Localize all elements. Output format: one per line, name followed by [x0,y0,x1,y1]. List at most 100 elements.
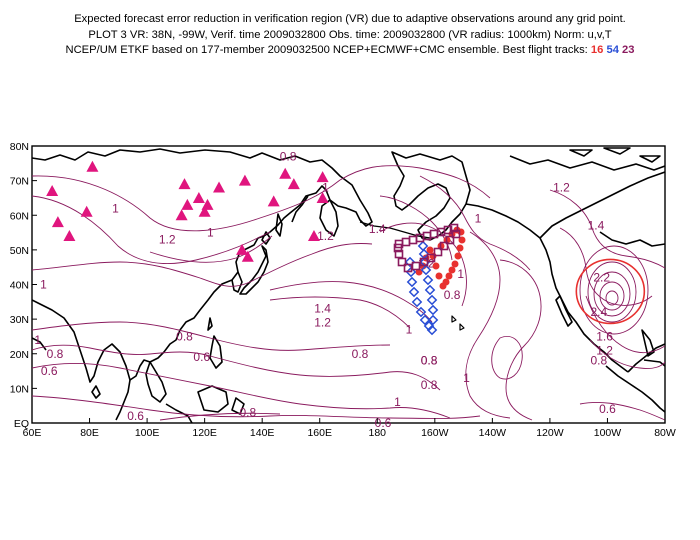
observation-triangle [316,171,329,183]
track-blue-point [424,284,436,296]
contour-label: 2.2 [593,271,610,285]
flight-tracks [393,223,466,336]
contour-label: 1 [34,333,41,347]
vr-circle [575,258,646,325]
track-purple-point [403,263,413,273]
contour-label: 1.4 [588,219,605,233]
title-line-2: PLOT 3 VR: 38N, -99W, Verif. time 200903… [88,28,612,41]
track-purple-point [397,257,407,267]
contour-label: 1.4 [314,302,331,316]
y-tick-label: 70N [10,176,29,188]
track-purple-point [445,235,455,245]
observation-triangle [181,198,194,210]
observation-triangle [287,178,300,190]
contour-label: 0.8 [239,406,256,420]
contour-label: 2.4 [590,305,607,319]
contour-label: 0.6 [375,416,392,430]
observation-triangle [192,191,205,203]
x-tick-label: 160W [421,427,449,439]
contour-label: 1 [207,226,214,240]
track-red-point [439,282,447,290]
contour-label: 1 [457,267,464,281]
contour-label: 0.8 [176,329,193,343]
track-blue-point [423,320,435,332]
map-frame [31,145,666,424]
contour-label: 1.2 [314,316,331,330]
track-red-point [435,272,443,280]
track-blue-point [427,314,439,326]
y-tick-label: 60N [10,210,29,222]
contour-label: 0.6 [127,409,144,423]
track-blue-point [420,264,432,276]
track-red-point [432,262,440,270]
track-purple-point [433,247,443,257]
track-purple-point [394,249,404,259]
contour-lines [32,165,665,421]
x-tick-label: 120W [536,427,564,439]
title-line-1: Expected forecast error reduction in ver… [74,13,626,25]
track-purple-point [411,261,421,271]
title-line-3-prefix: NCEP/UM ETKF based on 177-member 2009032… [65,44,588,56]
track-purple-point [439,241,449,251]
contour-label: 1.4 [369,222,386,236]
contour-label: 0.8 [352,347,369,361]
track-purple-point [443,225,453,235]
track-blue-point [418,248,430,260]
track-blue-point [417,240,429,252]
track-label-blue: 54 [606,44,619,56]
track-red-point [445,272,453,280]
observation-triangle [198,205,211,217]
figure-title: Expected forecast error reduction in ver… [0,12,700,59]
contour-label: 1 [406,323,413,337]
contour-label: 0.6 [599,402,616,416]
track-blue-point [422,274,434,286]
observation-triangle [236,243,249,255]
track-red-point [456,244,464,252]
y-tick-label: EQ [14,418,29,430]
track-blue-point [411,296,423,308]
observation-triangle [86,160,99,172]
observation-triangle [46,185,59,197]
track-blue-point [419,314,431,326]
contour-label: 1.2 [553,181,570,195]
contour-label: 1.2 [159,232,176,246]
track-red-point [454,252,462,260]
observation-triangle [80,205,93,217]
contour-label: 1 [475,212,482,226]
observation-triangle [316,191,329,203]
x-tick-label: 60E [23,427,42,439]
observation-triangle [178,178,191,190]
triangle-markers [46,160,329,262]
track-blue-point [406,276,418,288]
contour-label: 1.2 [317,229,334,243]
contour-label: 1.6 [596,329,613,343]
contour-label: 0.8 [421,354,438,368]
title-line-3: NCEP/UM ETKF based on 177-member 2009032… [0,43,700,59]
track-red-point [451,260,459,268]
observation-triangle [241,250,254,262]
track-red-point [426,246,434,254]
contour-label: 0.6 [193,350,210,364]
track-red-point [457,228,465,236]
contour-label: 0.8 [444,288,461,302]
contour-label: 0.8 [47,347,64,361]
contour-label: 1 [40,278,47,292]
track-red-point [448,266,456,274]
x-tick-label: 80E [80,427,99,439]
track-blue-point [427,304,439,316]
contour-label: 0.8 [280,149,297,163]
observation-triangle [213,181,226,193]
observation-triangle [267,195,280,207]
track-purple-point [449,223,459,233]
contour-label: 1 [322,181,329,195]
track-label-purple: 23 [622,44,635,56]
track-label-red: 16 [590,44,604,56]
observation-triangle [63,230,76,242]
x-tick-label: 100E [135,427,160,439]
y-tick-label: 50N [10,245,29,257]
contour-label: 0.8 [421,378,438,392]
x-tick-label: 180 [369,427,387,439]
coastlines [32,147,665,423]
contour-label: 1 [463,371,470,385]
